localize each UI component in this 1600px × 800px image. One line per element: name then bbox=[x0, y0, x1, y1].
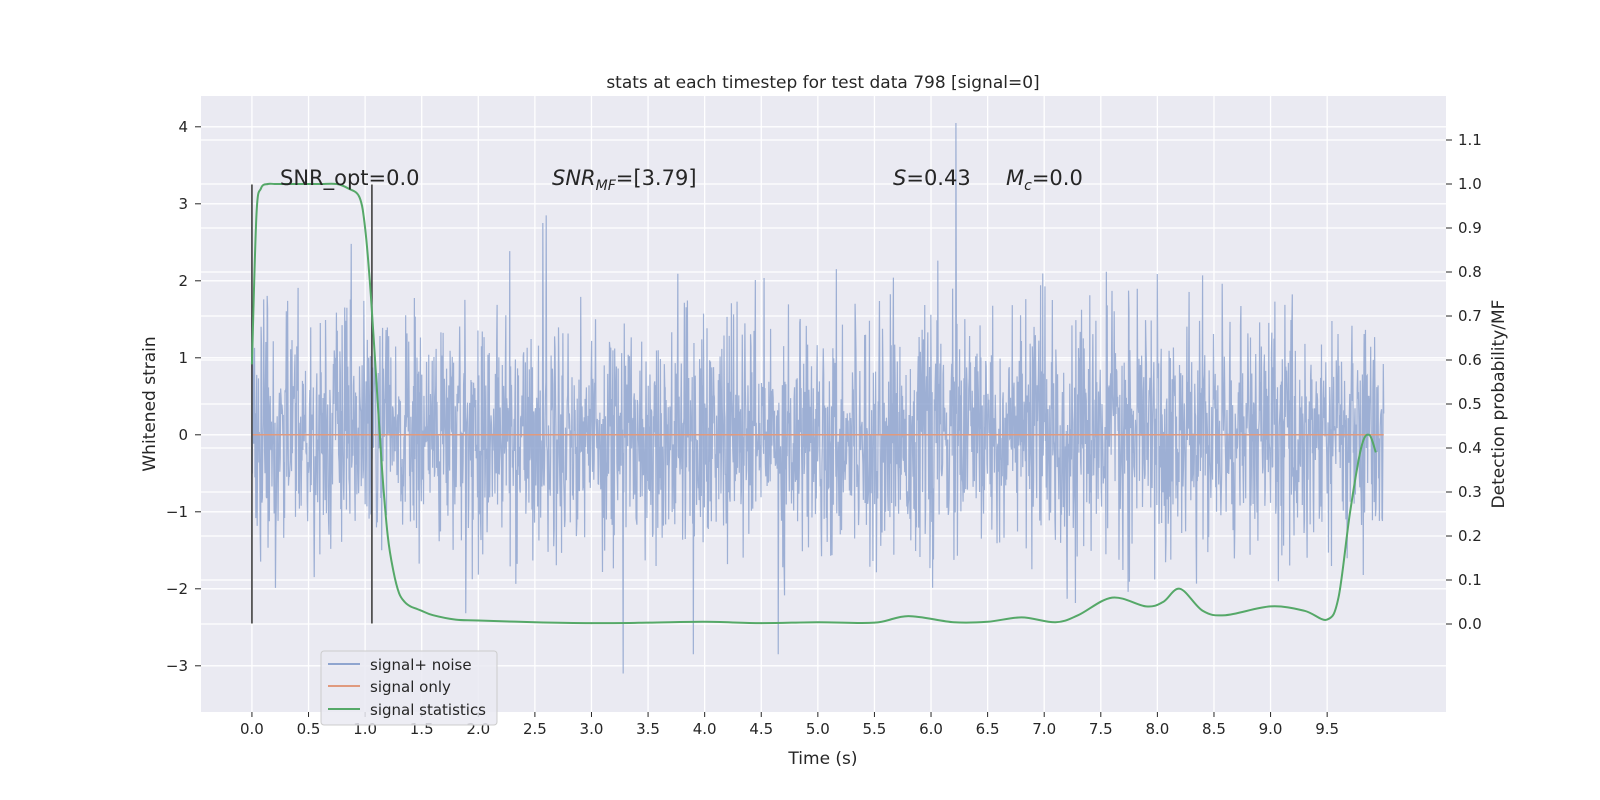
series-signal-statistics bbox=[250, 182, 1377, 625]
y-tick-label-left: −1 bbox=[166, 503, 188, 521]
annotation-mc: Mc=0.0 bbox=[1006, 166, 1083, 194]
annotation-snr-opt: SNR_opt=0.0 bbox=[280, 166, 420, 191]
snr-mf-subscript: MF bbox=[596, 178, 617, 194]
signal-noise-trace bbox=[251, 122, 1385, 674]
annotation-snr-mf: SNRMF=[3.79] bbox=[552, 166, 697, 194]
y-tick-label-right: 0.6 bbox=[1458, 351, 1482, 369]
x-tick-label: 6.0 bbox=[919, 720, 943, 738]
y-tick-label-right: 0.7 bbox=[1458, 307, 1482, 325]
x-tick-label: 6.5 bbox=[976, 720, 1000, 738]
mc-subscript: c bbox=[1024, 178, 1032, 194]
y-tick-label-right: 0.9 bbox=[1458, 219, 1482, 237]
x-tick-label: 3.5 bbox=[636, 720, 660, 738]
y-tick-label-right: 1.0 bbox=[1458, 175, 1482, 193]
chart-title: stats at each timestep for test data 798… bbox=[606, 73, 1039, 93]
x-tick-label: 4.5 bbox=[749, 720, 773, 738]
y-tick-label-left: 1 bbox=[178, 349, 188, 367]
y-tick-label-right: 0.8 bbox=[1458, 263, 1482, 281]
x-tick-label: 7.0 bbox=[1032, 720, 1056, 738]
y-tick-label-left: −2 bbox=[166, 580, 188, 598]
legend-label-signal-noise: signal+ noise bbox=[370, 656, 472, 674]
series-signal-noise bbox=[251, 122, 1385, 674]
y-tick-label-right: 0.5 bbox=[1458, 395, 1482, 413]
x-tick-label: 0.5 bbox=[297, 720, 321, 738]
annotation-s: S=0.43 bbox=[893, 166, 971, 190]
y-tick-label-left: 3 bbox=[178, 195, 188, 213]
s-symbol: S bbox=[893, 166, 906, 190]
x-tick-label: 8.0 bbox=[1145, 720, 1169, 738]
y-axis-label-right: Detection probability/MF bbox=[1489, 300, 1509, 509]
y-tick-label-left: 2 bbox=[178, 272, 188, 290]
x-tick-label: 7.5 bbox=[1089, 720, 1113, 738]
legend-label-signal-statistics: signal statistics bbox=[370, 701, 486, 719]
y-tick-label-right: 0.0 bbox=[1458, 615, 1482, 633]
x-tick-label: 8.5 bbox=[1202, 720, 1226, 738]
annotations: SNR_opt=0.0 SNRMF=[3.79] S=0.43 Mc=0.0 bbox=[280, 166, 1083, 194]
x-tick-label: 0.0 bbox=[240, 720, 264, 738]
y-tick-label-right: 0.3 bbox=[1458, 483, 1482, 501]
x-tick-label: 3.0 bbox=[580, 720, 604, 738]
x-tick-label: 9.5 bbox=[1315, 720, 1339, 738]
legend: signal+ noise signal only signal statist… bbox=[320, 650, 498, 726]
y-tick-label-left: 4 bbox=[178, 118, 188, 136]
x-tick-label: 4.0 bbox=[693, 720, 717, 738]
x-tick-label: 2.5 bbox=[523, 720, 547, 738]
snr-mf-symbol: SNR bbox=[552, 166, 596, 190]
y-tick-label-left: 0 bbox=[178, 426, 188, 444]
x-axis-label: Time (s) bbox=[787, 749, 857, 769]
snr-mf-value: =[3.79] bbox=[616, 166, 697, 190]
signal-statistics-line bbox=[250, 182, 1377, 625]
y-axis-label-left: Whitened strain bbox=[140, 336, 160, 471]
x-tick-label: 9.0 bbox=[1259, 720, 1283, 738]
legend-label-signal-only: signal only bbox=[370, 678, 451, 696]
legend-box bbox=[320, 650, 498, 726]
s-value: =0.43 bbox=[906, 166, 970, 190]
mc-symbol: M bbox=[1006, 166, 1024, 190]
y-tick-label-right: 1.1 bbox=[1458, 131, 1482, 149]
x-tick-label: 5.0 bbox=[806, 720, 830, 738]
y-tick-label-right: 0.1 bbox=[1458, 571, 1482, 589]
vertical-markers bbox=[251, 184, 373, 624]
y-tick-label-left: −3 bbox=[166, 657, 188, 675]
x-tick-label: 5.5 bbox=[863, 720, 887, 738]
tick-labels: 0.0 0.5 1.0 1.5 2.0 2.5 3.0 3.5 4.0 4.5 5.0 5.5 6.0 6… bbox=[166, 118, 1482, 738]
y-tick-label-right: 0.4 bbox=[1458, 439, 1482, 457]
y-tick-label-right: 0.2 bbox=[1458, 527, 1482, 545]
mc-value: =0.0 bbox=[1032, 166, 1083, 190]
